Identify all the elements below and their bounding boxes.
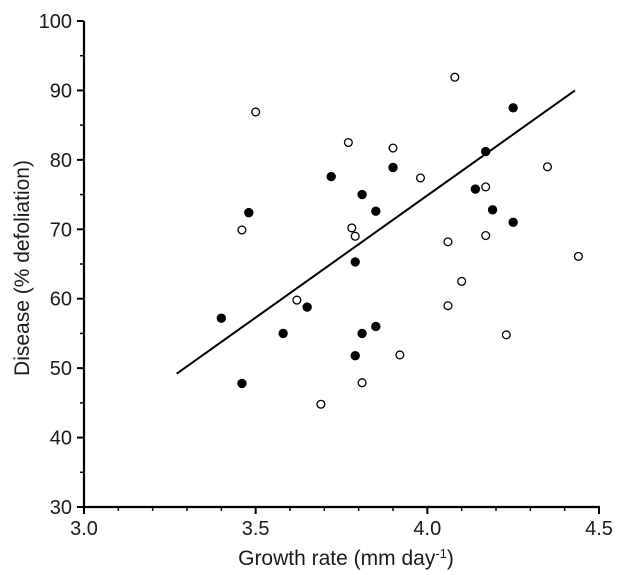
- x-tick-label: 4.0: [413, 518, 441, 540]
- x-tick-label: 4.5: [585, 518, 613, 540]
- data-point-open: [481, 182, 491, 192]
- data-point-filled: [278, 328, 288, 339]
- data-point-open: [343, 137, 353, 148]
- y-tick-label: 30: [50, 497, 72, 519]
- data-point-filled: [470, 184, 481, 194]
- data-point-filled: [508, 217, 518, 228]
- y-axis-title: Disease (% defoliation): [11, 160, 34, 376]
- x-axis-title-suffix: ): [447, 547, 454, 570]
- x-axis-title-main: Growth rate (mm day: [238, 547, 436, 570]
- data-point-open: [350, 231, 360, 241]
- data-point-filled: [350, 350, 360, 361]
- regression-line: [176, 89, 576, 375]
- data-points: [216, 72, 583, 409]
- data-point-filled: [302, 302, 312, 312]
- data-point-open: [450, 72, 460, 82]
- data-point-open: [292, 295, 302, 305]
- y-tick-label: 90: [50, 80, 72, 102]
- data-point-filled: [237, 378, 247, 389]
- x-axis-title: Growth rate (mm day-1): [238, 546, 454, 571]
- data-point-filled: [481, 146, 491, 157]
- data-point-open: [415, 173, 426, 183]
- data-point-open: [357, 378, 367, 388]
- data-point-filled: [326, 171, 336, 182]
- data-point-filled: [508, 103, 518, 113]
- data-point-open: [457, 276, 467, 286]
- data-point-open: [347, 223, 357, 233]
- y-tick-label: 40: [50, 428, 72, 450]
- data-point-open: [316, 399, 326, 409]
- data-point-open: [501, 330, 511, 340]
- y-tick-label: 80: [50, 150, 72, 172]
- data-point-filled: [244, 207, 254, 218]
- data-point-open: [395, 350, 405, 360]
- data-point-filled: [371, 206, 381, 216]
- y-ticks: 30 40 50 60 70 80 90 100: [39, 11, 84, 519]
- data-point-open: [443, 237, 453, 247]
- data-point-filled: [216, 313, 227, 323]
- data-point-filled: [357, 189, 367, 200]
- data-point-open: [542, 162, 553, 172]
- data-point-open: [481, 230, 491, 241]
- data-point-open: [237, 225, 247, 235]
- data-point-open: [251, 107, 261, 117]
- data-point-filled: [350, 257, 360, 267]
- data-point-open: [388, 143, 398, 153]
- y-tick-label: 60: [50, 289, 72, 311]
- x-ticks: 3.0 3.5 4.0 4.5: [70, 507, 613, 540]
- data-point-open: [443, 301, 453, 311]
- x-tick-label: 3.5: [242, 518, 270, 540]
- x-axis-title-superscript: -1: [435, 546, 447, 561]
- data-point-filled: [357, 328, 367, 339]
- data-point-filled: [487, 205, 498, 215]
- data-point-open: [573, 251, 583, 261]
- x-tick-label: 3.0: [70, 518, 98, 540]
- y-tick-label: 70: [50, 219, 72, 241]
- data-point-filled: [388, 162, 398, 173]
- data-point-filled: [371, 321, 381, 332]
- y-tick-label: 100: [39, 11, 72, 33]
- plot-area: [176, 72, 583, 409]
- x-axis: 3.0 3.5 4.0 4.5: [70, 505, 613, 540]
- y-tick-label: 50: [50, 358, 72, 380]
- y-axis: 30 40 50 60 70 80 90 100: [39, 11, 86, 519]
